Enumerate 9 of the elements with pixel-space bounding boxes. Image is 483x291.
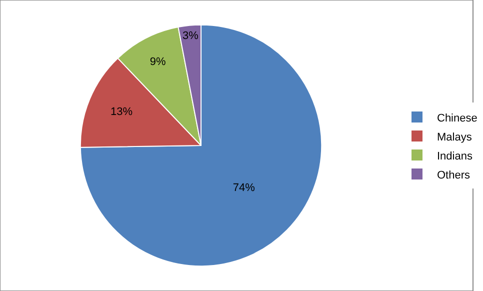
pie-slice [80,24,322,267]
legend-label: Others [437,169,471,182]
data-label: 13% [110,106,133,118]
data-label: 3% [182,30,199,42]
data-label: 74% [232,182,256,194]
legend-label: Chinese [437,112,478,124]
legend-label: Malays [437,131,472,144]
data-label: 9% [150,56,166,68]
legend-label: Indians [437,150,473,162]
